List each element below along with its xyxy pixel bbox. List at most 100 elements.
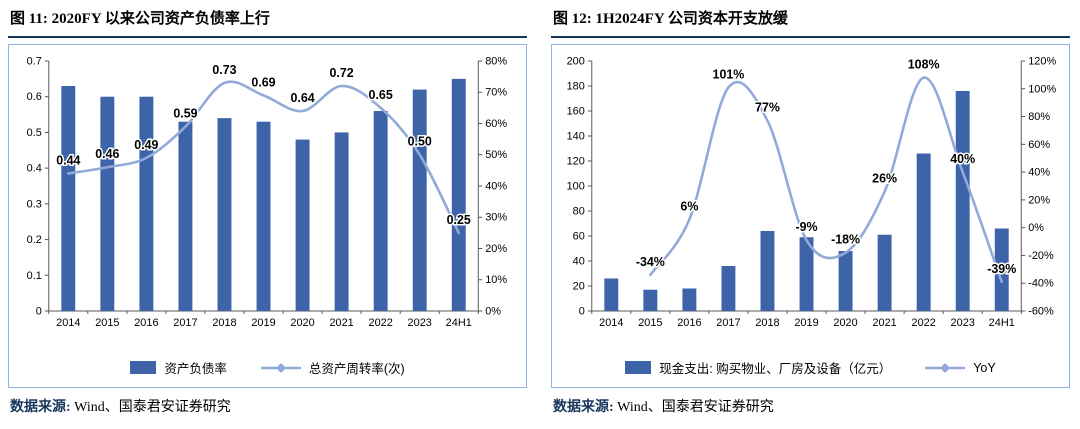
line-data-label-2016: 0.49 <box>134 138 158 152</box>
source-label: 数据来源: <box>10 399 71 415</box>
x-axis-category-label: 2020 <box>290 317 314 329</box>
left-axis-tick-label: 120 <box>567 155 585 167</box>
x-axis-category-label: 2016 <box>677 317 701 329</box>
right-axis-tick-label: 40% <box>1028 166 1050 178</box>
left-axis-tick-label: 100 <box>567 180 585 192</box>
line-data-label-2022: 108% <box>908 57 940 71</box>
figure-11-legend: 资产负债率 总资产周转率(次) <box>11 349 524 387</box>
right-axis-tick-label: 20% <box>1028 194 1050 206</box>
bar-2022 <box>916 153 931 311</box>
right-axis-tick-label: 30% <box>485 211 507 223</box>
bar-2015 <box>100 96 115 311</box>
bar-2022 <box>373 110 388 311</box>
left-axis-tick-label: 0.2 <box>27 234 42 246</box>
bar-24H1 <box>994 228 1009 311</box>
figure-12-title: 图 12: 1H2024FY 公司资本开支放缓 <box>551 8 1070 38</box>
line-data-label-2021: 26% <box>872 171 897 185</box>
bar-series-swatch <box>130 361 157 375</box>
line-data-label-2019: 0.69 <box>251 75 275 89</box>
figure-12-legend: 现金支出: 购买物业、厂房及设备（亿元） YoY <box>554 349 1067 387</box>
right-axis-tick-label: 60% <box>1028 139 1050 151</box>
right-axis-tick-label: 80% <box>485 55 507 67</box>
line-data-label-24H1: 0.25 <box>447 213 471 227</box>
bar-2017 <box>721 265 736 311</box>
line-data-label-2017: 101% <box>713 67 745 81</box>
x-axis-category-label: 2015 <box>638 317 662 329</box>
bar-series-label: 资产负债率 <box>164 362 227 377</box>
figure-11-title: 图 11: 2020FY 以来公司资产负债率上行 <box>8 8 527 38</box>
figure-12-legend-item-line: YoY <box>925 360 996 375</box>
x-axis-category-label: 2014 <box>56 317 80 329</box>
x-axis-category-label: 2015 <box>95 317 119 329</box>
left-axis-tick-label: 140 <box>567 130 585 142</box>
line-data-label-2023: 0.50 <box>408 134 432 148</box>
right-axis-tick-label: 120% <box>1028 55 1056 67</box>
bar-2021 <box>877 234 892 311</box>
x-axis-category-label: 2023 <box>951 317 975 329</box>
line-data-label-2022: 0.65 <box>369 88 393 102</box>
right-axis-tick-label: -20% <box>1028 250 1054 262</box>
left-axis-tick-label: 40 <box>573 255 585 267</box>
left-axis-tick-label: 0.5 <box>27 127 42 139</box>
figure-12-plot: 0 20 40 60 80 100 120 140 160 180 200 -60% -40% -20% 0… <box>567 55 1057 329</box>
source-label: 数据来源: <box>553 399 614 415</box>
left-axis-tick-label: 0 <box>579 305 585 317</box>
right-axis-tick-label: 20% <box>485 243 507 255</box>
left-axis-tick-label: 0.3 <box>27 198 42 210</box>
figure-12-source: 数据来源: Wind、国泰君安证券研究 <box>551 396 1070 416</box>
line-data-label-2019: -9% <box>795 220 817 234</box>
bar-2023 <box>955 90 970 311</box>
line-series <box>649 76 1004 283</box>
line-data-label-24H1: -39% <box>987 262 1016 276</box>
right-axis-tick-label: 0% <box>1028 222 1044 234</box>
left-axis-tick-label: 180 <box>567 80 585 92</box>
right-axis-tick-label: 60% <box>485 118 507 130</box>
line-data-label-2014: 0.44 <box>56 153 80 167</box>
line-data-label-2015: -34% <box>636 255 665 269</box>
line-data-label-2023: 40% <box>950 152 975 166</box>
left-axis-tick-label: 0 <box>36 305 42 317</box>
line-data-label-2020: -18% <box>831 232 860 246</box>
right-axis-tick-label: -60% <box>1028 305 1054 317</box>
x-axis-category-label: 2017 <box>716 317 740 329</box>
line-data-label-2021: 0.72 <box>330 66 354 80</box>
line-data-label-2018: 0.73 <box>212 63 236 77</box>
line-series-label: 总资产周转率(次) <box>308 362 405 377</box>
x-axis-category-label: 24H1 <box>989 317 1015 329</box>
figure-11: 图 11: 2020FY 以来公司资产负债率上行 0 0.1 0.2 0.3 0.4 0.… <box>8 8 527 416</box>
bar-2019 <box>799 237 814 311</box>
right-axis-tick-label: 80% <box>1028 111 1050 123</box>
figure-11-chart-box: 0 0.1 0.2 0.3 0.4 0.5 0.6 0.7 0% 10% 20% 30% 40% 50% 6… <box>8 43 527 388</box>
bar-2015 <box>643 289 658 311</box>
bar-2016 <box>139 96 154 311</box>
x-axis-category-label: 2018 <box>755 317 779 329</box>
x-axis-category-label: 2023 <box>408 317 432 329</box>
bar-2019 <box>256 121 271 311</box>
bar-2016 <box>682 288 697 311</box>
line-data-label-2016: 6% <box>680 199 698 213</box>
line-series-label: YoY <box>973 360 996 375</box>
bar-2021 <box>334 132 349 311</box>
x-axis-category-label: 2014 <box>599 317 623 329</box>
left-axis-tick-label: 60 <box>573 230 585 242</box>
left-axis-tick-label: 0.7 <box>27 55 42 67</box>
figure-12-chart-box: 0 20 40 60 80 100 120 140 160 180 200 -60% -40% -20% 0… <box>551 43 1070 388</box>
left-axis-tick-label: 0.4 <box>27 162 42 174</box>
left-axis-tick-label: 200 <box>567 55 585 67</box>
figure-11-plot: 0 0.1 0.2 0.3 0.4 0.5 0.6 0.7 0% 10% 20% 30% 40% 50% 6… <box>27 55 508 329</box>
right-axis-tick-label: -40% <box>1028 277 1054 289</box>
bar-series-label: 现金支出: 购买物业、厂房及设备（亿元） <box>659 362 892 377</box>
bar-24H1 <box>451 78 466 311</box>
bar-2020 <box>295 139 310 311</box>
line-series <box>67 80 461 234</box>
left-axis-tick-label: 80 <box>573 205 585 217</box>
x-axis-category-label: 2017 <box>173 317 197 329</box>
report-figures-panel: 图 11: 2020FY 以来公司资产负债率上行 0 0.1 0.2 0.3 0.4 0.… <box>8 8 1070 416</box>
line-data-label-2020: 0.64 <box>290 91 314 105</box>
x-axis-category-label: 24H1 <box>446 317 472 329</box>
bar-2017 <box>178 121 193 311</box>
line-data-label-2018: 77% <box>755 100 780 114</box>
left-axis-tick-label: 0.1 <box>27 270 42 282</box>
x-axis-category-label: 2018 <box>212 317 236 329</box>
bar-2014 <box>604 278 619 311</box>
